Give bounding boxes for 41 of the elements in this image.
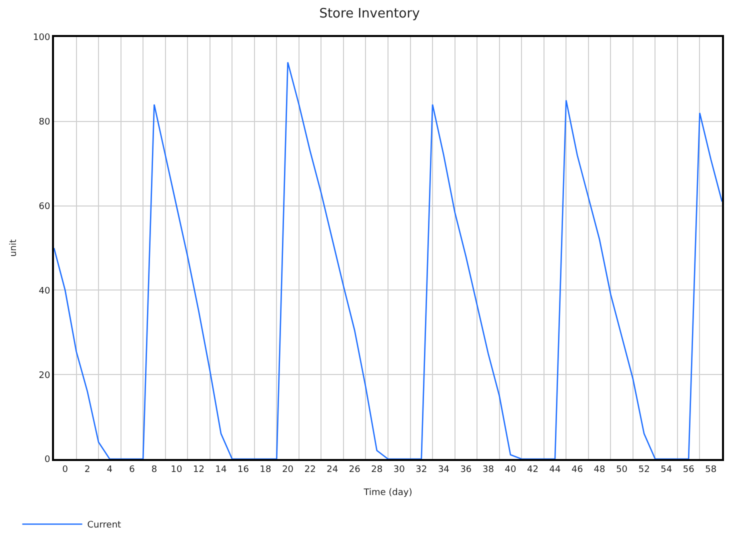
x-tick-label: 32	[416, 464, 428, 475]
x-axis-title: Time (day)	[362, 488, 412, 498]
x-tick-label: 12	[193, 464, 204, 475]
y-tick-label: 40	[38, 286, 50, 296]
x-tick-label: 22	[304, 464, 316, 475]
x-tick-label: 28	[371, 464, 383, 475]
x-tick-label: 14	[215, 464, 227, 475]
x-tick-label: 26	[348, 464, 361, 475]
x-tick-label: 50	[616, 464, 628, 475]
x-tick-label: 46	[572, 464, 584, 475]
x-tick-label: 10	[170, 464, 182, 475]
x-tick-label: 8	[151, 464, 158, 475]
y-tick-label: 20	[38, 370, 50, 381]
line-series	[54, 62, 722, 459]
y-tick-label: 80	[38, 118, 50, 128]
x-tick-label: 42	[527, 464, 538, 475]
x-tick-label: 6	[129, 464, 136, 475]
x-tick-label: 48	[594, 464, 606, 475]
chart-title: Store Inventory	[319, 6, 420, 22]
x-tick-label: 38	[482, 464, 494, 475]
y-axis-title: unit	[8, 238, 19, 257]
x-tick-label: 18	[260, 464, 272, 475]
x-tick-label: 30	[393, 464, 406, 475]
x-tick-label: 16	[238, 464, 250, 475]
x-tick-label: 24	[326, 464, 338, 475]
x-tick-label: 54	[660, 464, 672, 475]
x-tick-label: 52	[638, 464, 650, 475]
text: Current	[87, 520, 122, 531]
x-tick-label: 34	[438, 464, 450, 475]
x-tick-label: 36	[460, 464, 472, 475]
x-tick-label: 0	[62, 464, 68, 475]
x-tick-label: 20	[282, 464, 294, 475]
y-tick-label: 60	[38, 202, 50, 212]
x-tick-label: 4	[106, 464, 113, 475]
y-tick-label: 100	[33, 33, 50, 44]
x-tick-label: 40	[504, 464, 516, 475]
x-tick-label: 56	[682, 464, 695, 475]
x-tick-label: 2	[84, 464, 90, 475]
x-tick-label: 58	[705, 464, 717, 475]
y-tick-label: 0	[44, 455, 50, 466]
x-tick-label: 44	[549, 464, 561, 475]
